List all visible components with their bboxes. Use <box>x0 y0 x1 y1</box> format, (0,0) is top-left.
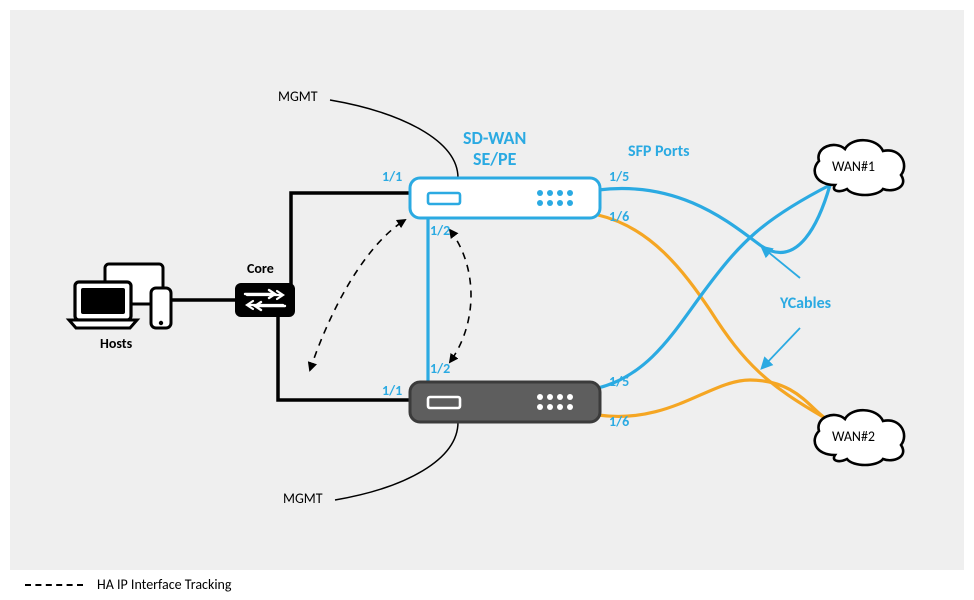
port-bot-left: 1/1 <box>382 382 402 399</box>
edge-sdwanA-wan2-orange <box>598 215 825 418</box>
label-core: Core <box>247 260 274 277</box>
label-ycables: YCables <box>780 294 831 313</box>
port-top-right-upper: 1/5 <box>609 168 629 185</box>
edge-ha-core-sdwanA <box>310 220 405 370</box>
port-top-right-lower: 1/6 <box>609 208 629 225</box>
label-wan2: WAN#2 <box>832 428 875 445</box>
label-mgmt-bottom: MGMT <box>283 490 323 507</box>
label-wan1: WAN#1 <box>832 158 875 175</box>
network-diagram-svg <box>10 10 964 570</box>
label-sdwan-line1: SD-WAN <box>463 127 526 149</box>
port-top-left: 1/1 <box>382 168 402 185</box>
port-bot-right-upper: 1/5 <box>609 373 629 390</box>
arrow-ycables-bottom <box>762 328 800 368</box>
edge-sdwanA-wan1-blue <box>598 185 830 252</box>
hosts-icon <box>69 264 171 328</box>
label-sdwan-line2: SE/PE <box>473 148 516 170</box>
port-bot-right-lower: 1/6 <box>609 413 629 430</box>
edge-sdwanB-wan2-orange <box>598 380 825 418</box>
edge-mgmt-top <box>330 100 458 178</box>
label-hosts: Hosts <box>100 335 132 352</box>
edge-core-sdwanA <box>291 193 412 291</box>
legend-dash-icon <box>25 584 83 586</box>
label-sdwan-title: SD-WAN SE/PE <box>463 128 526 169</box>
label-mgmt-top: MGMT <box>278 88 318 105</box>
edge-mgmt-bottom <box>335 422 458 500</box>
port-mid-bottom: 1/2 <box>430 360 450 377</box>
sdwan-appliance-bottom <box>410 382 600 422</box>
edge-sdwanB-wan1-blue <box>598 185 830 388</box>
core-switch-icon <box>235 283 295 317</box>
port-mid-top: 1/2 <box>430 222 450 239</box>
sdwan-appliance-top <box>410 178 600 218</box>
label-sfp-ports: SFP Ports <box>628 142 690 161</box>
legend: HA IP Interface Tracking <box>25 576 232 593</box>
edge-ha-sdwanA-sdwanB <box>450 230 471 362</box>
legend-text: HA IP Interface Tracking <box>97 576 232 593</box>
diagram-canvas: MGMT MGMT Core Hosts SD-WAN SE/PE SFP Po… <box>10 10 964 570</box>
